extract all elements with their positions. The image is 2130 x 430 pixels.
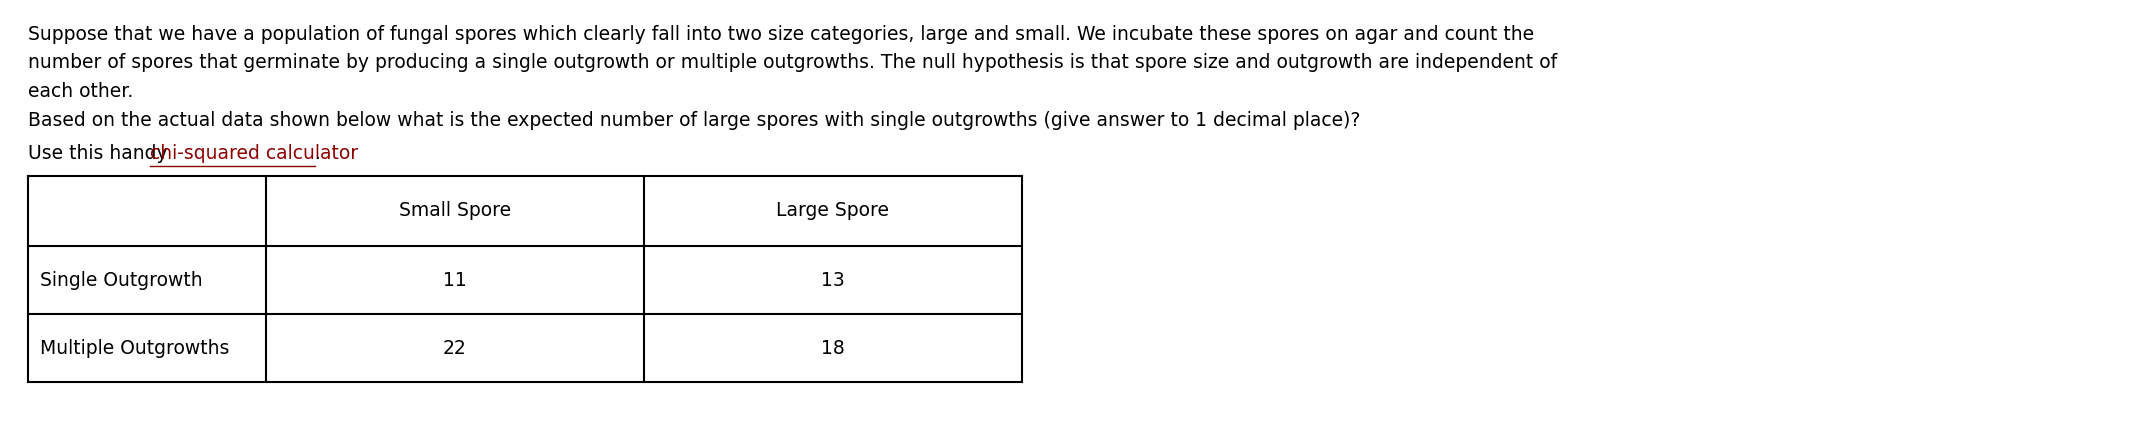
Text: Multiple Outgrowths: Multiple Outgrowths — [40, 338, 230, 357]
Text: Suppose that we have a population of fungal spores which clearly fall into two s: Suppose that we have a population of fun… — [28, 25, 1534, 44]
Text: number of spores that germinate by producing a single outgrowth or multiple outg: number of spores that germinate by produ… — [28, 53, 1557, 73]
Text: Use this handy: Use this handy — [28, 144, 175, 163]
Text: .: . — [315, 144, 322, 163]
Text: Based on the actual data shown below what is the expected number of large spores: Based on the actual data shown below wha… — [28, 111, 1361, 130]
Text: 18: 18 — [822, 338, 846, 357]
Text: 22: 22 — [443, 338, 466, 357]
Text: 11: 11 — [443, 270, 466, 289]
Text: 13: 13 — [822, 270, 846, 289]
Text: Single Outgrowth: Single Outgrowth — [40, 270, 202, 289]
Text: Large Spore: Large Spore — [777, 202, 890, 221]
Text: Small Spore: Small Spore — [398, 202, 511, 221]
Text: each other.: each other. — [28, 82, 134, 101]
Text: chi-squared calculator: chi-squared calculator — [149, 144, 358, 163]
